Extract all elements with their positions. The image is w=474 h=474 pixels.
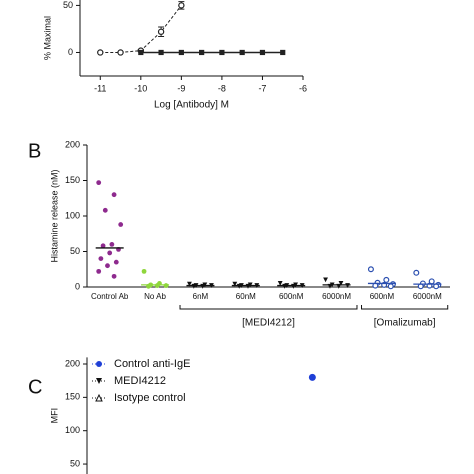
marker bbox=[97, 49, 104, 56]
marker bbox=[383, 276, 390, 283]
panel-label: B bbox=[28, 140, 41, 162]
x-tick-label: 6nM bbox=[193, 292, 209, 301]
marker bbox=[247, 282, 253, 288]
x-tick-label: -11 bbox=[94, 83, 106, 93]
marker bbox=[157, 28, 165, 35]
x-tick-label: 6000nM bbox=[413, 292, 442, 301]
marker bbox=[118, 222, 124, 227]
x-tick-label: -10 bbox=[134, 83, 147, 93]
marker bbox=[338, 281, 344, 286]
marker bbox=[163, 283, 169, 288]
marker bbox=[178, 49, 184, 56]
marker bbox=[387, 283, 394, 290]
marker bbox=[187, 281, 192, 287]
bracket bbox=[179, 305, 358, 310]
legend-label: Control anti-IgE bbox=[114, 358, 190, 370]
marker bbox=[96, 180, 102, 186]
y-tick-label: 0 bbox=[75, 281, 80, 291]
y-tick-label: 50 bbox=[70, 458, 80, 468]
marker bbox=[107, 250, 113, 256]
marker bbox=[199, 49, 205, 56]
marker bbox=[277, 281, 283, 286]
marker bbox=[105, 263, 110, 269]
marker bbox=[219, 49, 225, 56]
marker bbox=[96, 268, 102, 274]
x-tick-label: -7 bbox=[258, 83, 266, 93]
marker bbox=[239, 49, 245, 56]
marker bbox=[95, 393, 103, 402]
x-tick-label: 600nM bbox=[279, 292, 304, 301]
marker bbox=[280, 49, 286, 56]
x-tick-label: Control Ab bbox=[91, 292, 129, 301]
x-tick-label: 6000nM bbox=[322, 292, 351, 301]
y-tick-label: 100 bbox=[65, 425, 80, 435]
x-tick-label: -8 bbox=[218, 83, 226, 93]
marker bbox=[154, 283, 160, 288]
marker bbox=[102, 207, 108, 213]
marker bbox=[178, 2, 185, 9]
bracket-label: [MEDI4212] bbox=[242, 318, 295, 329]
marker bbox=[100, 243, 106, 249]
marker bbox=[293, 282, 298, 288]
x-tick-label: -6 bbox=[299, 83, 307, 93]
marker bbox=[290, 283, 296, 289]
marker bbox=[200, 283, 206, 289]
y-tick-label: 200 bbox=[65, 139, 80, 149]
marker bbox=[141, 268, 147, 274]
marker bbox=[232, 281, 238, 287]
x-tick-label: No Ab bbox=[144, 292, 166, 301]
marker bbox=[109, 242, 115, 247]
series-line bbox=[100, 5, 182, 53]
y-axis-label: Histamine release (nM) bbox=[49, 169, 59, 262]
y-tick-label: 50 bbox=[70, 246, 80, 256]
marker bbox=[117, 49, 124, 56]
y-tick-label: 100 bbox=[65, 210, 80, 220]
marker bbox=[111, 192, 117, 198]
y-tick-label: 150 bbox=[65, 392, 80, 402]
marker bbox=[158, 49, 164, 56]
marker bbox=[98, 256, 104, 261]
marker bbox=[413, 269, 420, 276]
x-tick-label: 600nM bbox=[370, 292, 395, 301]
marker bbox=[323, 277, 328, 283]
legend-label: Isotype control bbox=[114, 392, 186, 404]
bracket-label: [Omalizumab] bbox=[374, 318, 436, 329]
marker bbox=[367, 266, 374, 273]
x-tick-label: -9 bbox=[177, 83, 185, 93]
panel-label: C bbox=[28, 376, 42, 398]
y-tick-label: 0 bbox=[68, 47, 73, 57]
marker bbox=[111, 273, 117, 279]
y-axis-label: MFI bbox=[49, 408, 59, 424]
marker bbox=[96, 361, 102, 367]
y-tick-label: 50 bbox=[63, 0, 73, 10]
marker bbox=[96, 378, 102, 384]
y-tick-label: 200 bbox=[65, 358, 80, 368]
y-tick-label: 150 bbox=[65, 175, 80, 185]
marker bbox=[259, 49, 266, 56]
marker bbox=[308, 373, 316, 381]
x-tick-label: 60nM bbox=[236, 292, 256, 301]
marker bbox=[202, 282, 208, 288]
legend-label: MEDI4212 bbox=[114, 375, 166, 387]
bracket bbox=[361, 305, 449, 310]
y-axis-label: % Maximal bbox=[42, 16, 52, 60]
x-axis-label: Log [Antibody] M bbox=[154, 100, 229, 111]
marker bbox=[245, 283, 251, 289]
marker bbox=[138, 49, 144, 56]
marker bbox=[113, 259, 119, 265]
